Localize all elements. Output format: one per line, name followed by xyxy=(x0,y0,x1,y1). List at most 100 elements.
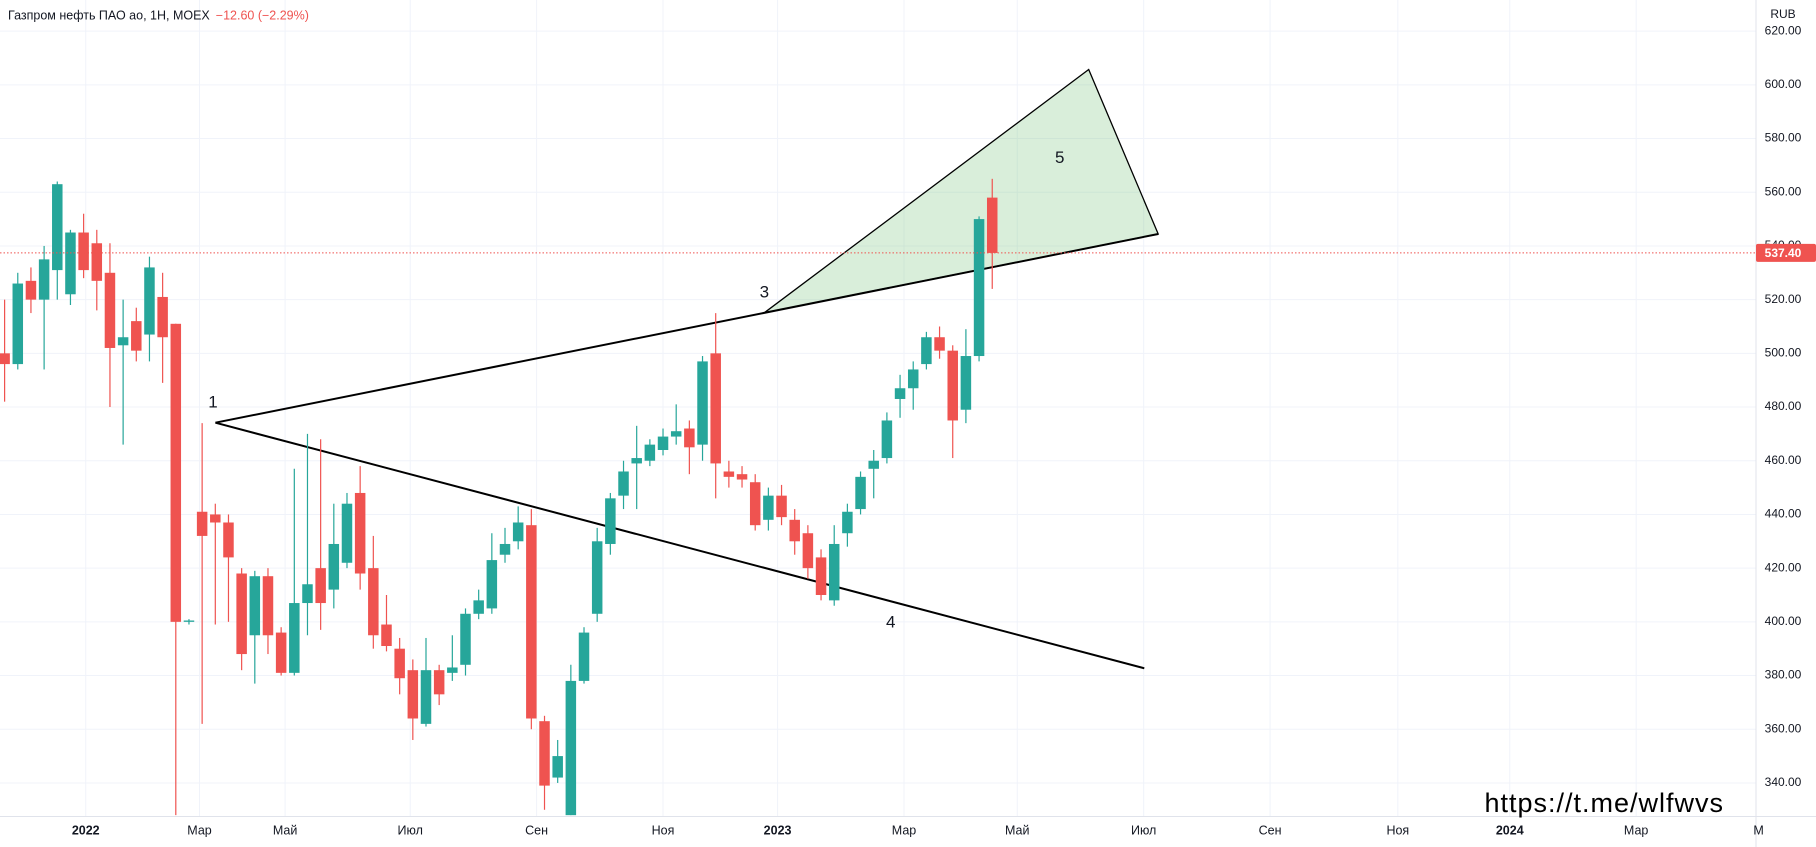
candle-body xyxy=(934,337,945,351)
x-tick-label: М xyxy=(1753,823,1763,837)
candle-body xyxy=(236,573,247,655)
candle-body xyxy=(578,632,590,681)
candle-body xyxy=(249,576,261,636)
candle-body xyxy=(618,471,629,496)
x-tick-label: Май xyxy=(273,823,298,837)
x-tick-label: Сен xyxy=(1259,823,1282,837)
x-tick-label: 2022 xyxy=(72,823,100,837)
wave-label: 1 xyxy=(208,392,217,411)
candle-body xyxy=(104,272,116,348)
candle-body xyxy=(354,492,366,574)
candle-body xyxy=(828,543,840,601)
x-tick-label: Июл xyxy=(397,823,422,837)
candle-body xyxy=(91,243,103,281)
candle-body xyxy=(565,680,577,816)
x-tick-label: Июл xyxy=(1131,823,1156,837)
candle-body xyxy=(907,369,919,389)
candle-body xyxy=(591,541,603,614)
upper-trend-line xyxy=(215,233,1159,424)
candle-body xyxy=(460,613,471,665)
candle-body xyxy=(341,503,353,563)
candle-body xyxy=(170,323,182,622)
y-tick-label: 620.00 xyxy=(1765,23,1802,37)
x-tick-label: 2023 xyxy=(764,823,792,837)
candle-body xyxy=(328,543,340,590)
candle-body xyxy=(657,436,669,451)
last-price-label: 537.40 xyxy=(1765,246,1802,260)
candle-body xyxy=(52,184,63,271)
candle-body xyxy=(947,350,958,421)
price-change: −12.60 (−2.29%) xyxy=(216,8,309,22)
candle-body xyxy=(512,522,524,542)
candle-body xyxy=(499,543,511,555)
candle-body xyxy=(894,388,906,399)
y-tick-label: 520.00 xyxy=(1765,292,1802,306)
y-tick-label: 580.00 xyxy=(1765,131,1802,145)
candle-body xyxy=(789,519,800,542)
candle-body xyxy=(881,420,893,459)
candle-body xyxy=(776,495,787,518)
candle-body xyxy=(368,568,379,636)
y-tick-label: 440.00 xyxy=(1765,507,1802,521)
candle-body xyxy=(25,280,37,300)
candle-body xyxy=(644,444,656,461)
candle-body xyxy=(315,568,326,604)
y-tick-label: 400.00 xyxy=(1765,614,1802,628)
wave-label: 4 xyxy=(886,612,895,631)
currency: RUB xyxy=(1770,7,1795,21)
y-tick-label: 460.00 xyxy=(1765,453,1802,467)
candle-body xyxy=(183,620,195,622)
x-tick-label: Мар xyxy=(1624,823,1649,837)
candle-body xyxy=(302,584,313,604)
candles xyxy=(0,178,1756,816)
candle-body xyxy=(447,667,458,673)
candle-body xyxy=(763,495,774,520)
y-tick-label: 360.00 xyxy=(1765,721,1802,735)
candle-body xyxy=(0,353,10,365)
candle-body xyxy=(394,648,405,679)
candle-body xyxy=(605,498,616,544)
y-tick-label: 500.00 xyxy=(1765,346,1802,360)
candle-body xyxy=(815,557,827,595)
x-tick-label: Ноя xyxy=(1386,823,1409,837)
candle-body xyxy=(144,267,155,335)
candle-body xyxy=(710,353,721,464)
candle-body xyxy=(749,482,761,526)
watermark: https://t.me/wlfwvs xyxy=(1484,788,1724,818)
axes: 340.00 360.00 380.00 400.00 420.00 440.00 460.… xyxy=(72,23,1816,837)
chart-title: Газпром нефть ПАО ао, 1Н, MOEX xyxy=(8,8,210,22)
candle-body xyxy=(697,361,708,445)
candle-body xyxy=(12,283,24,365)
candle-body xyxy=(131,321,142,351)
y-tick-label: 560.00 xyxy=(1765,184,1802,198)
candle-body xyxy=(842,511,853,534)
candle-body xyxy=(921,337,932,365)
candle-body xyxy=(868,460,879,469)
candle-body xyxy=(289,603,300,673)
candle-body xyxy=(486,560,498,609)
lower-trend-line xyxy=(215,421,1145,670)
x-tick-label: Ноя xyxy=(652,823,675,837)
candle-body xyxy=(684,428,695,448)
candle-body xyxy=(420,670,432,724)
x-tick-label: Мар xyxy=(892,823,917,837)
candle-body xyxy=(986,197,998,253)
wave-label: 3 xyxy=(760,282,769,301)
y-tick-label: 600.00 xyxy=(1765,77,1802,91)
candle-body xyxy=(157,296,168,338)
candle-body xyxy=(473,600,484,614)
y-tick-label: 420.00 xyxy=(1765,560,1802,574)
candle-body xyxy=(736,474,748,480)
candle-body xyxy=(539,721,550,786)
candle-body xyxy=(407,670,419,719)
y-tick-label: 340.00 xyxy=(1765,775,1802,789)
x-tick-label: Мар xyxy=(187,823,212,837)
candle-body xyxy=(802,533,814,569)
candle-body xyxy=(960,356,972,410)
x-tick-label: 2024 xyxy=(1496,823,1524,837)
candle-body xyxy=(526,525,537,719)
candle-body xyxy=(78,232,89,271)
candle-body xyxy=(262,576,274,636)
